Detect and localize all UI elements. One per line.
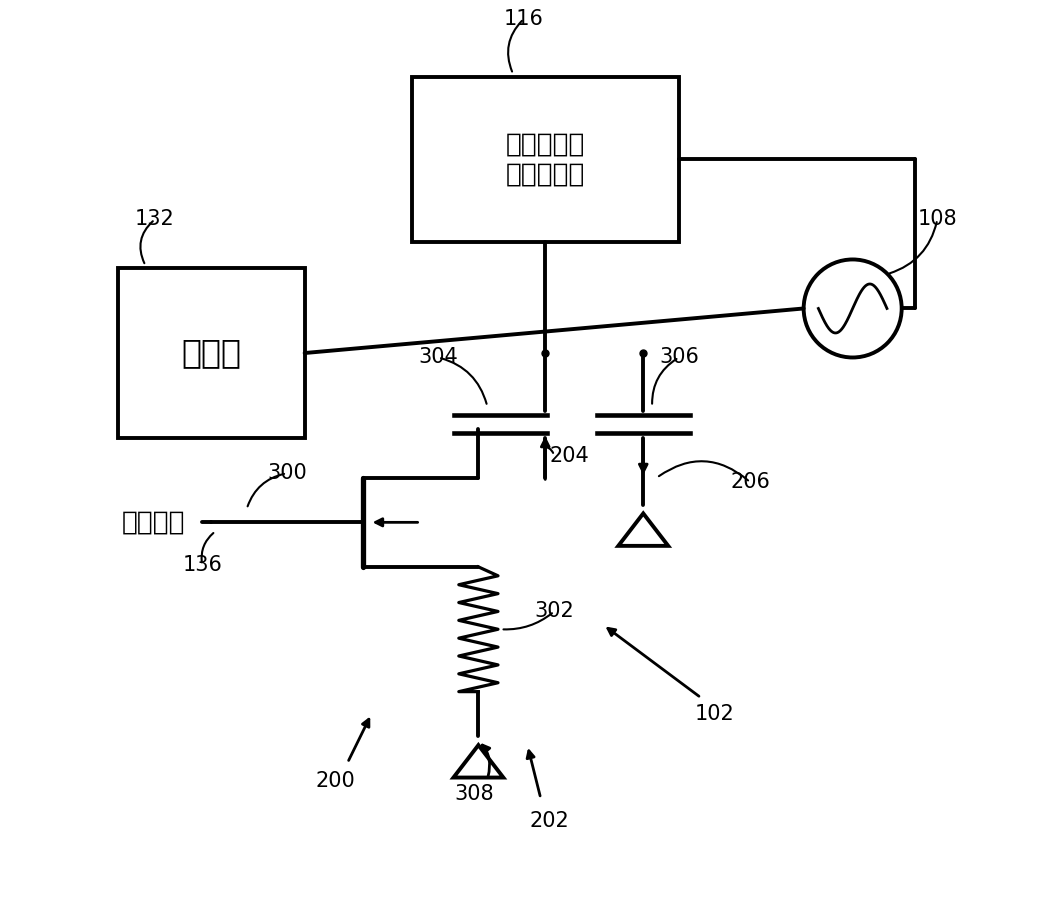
Text: 206: 206 [730, 472, 770, 492]
Text: 300: 300 [267, 463, 307, 483]
Text: 304: 304 [418, 348, 458, 368]
Text: 308: 308 [454, 785, 494, 804]
Bar [117, 269, 305, 438]
Text: 108: 108 [918, 210, 957, 230]
Text: 102: 102 [695, 704, 734, 724]
Text: 控制信号: 控制信号 [122, 509, 186, 536]
Text: 116: 116 [504, 9, 543, 29]
Text: 200: 200 [316, 771, 356, 791]
Text: 电荷泵: 电荷泵 [181, 337, 241, 370]
Text: 306: 306 [658, 348, 699, 368]
Text: 204: 204 [550, 446, 589, 466]
Text: 电流数字到
模拟转换器: 电流数字到 模拟转换器 [506, 132, 585, 187]
Text: 132: 132 [135, 210, 175, 230]
Bar [412, 77, 679, 242]
Text: 302: 302 [534, 601, 574, 621]
Text: 136: 136 [183, 555, 222, 575]
Text: 202: 202 [530, 811, 569, 831]
